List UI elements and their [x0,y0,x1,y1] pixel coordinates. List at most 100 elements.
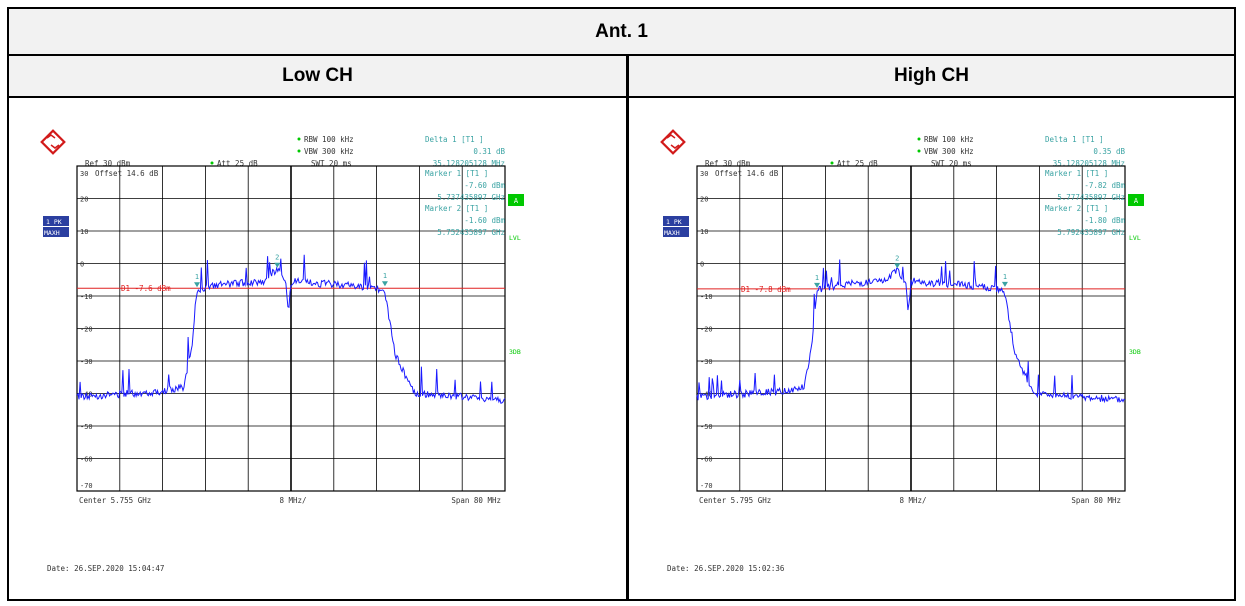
y-tick-label: -20 [700,326,713,334]
trace-badge-maxh-label: MAXH [664,229,680,237]
y-tick-label: 0 [700,261,704,269]
vbw-dot-icon [297,149,301,153]
marker-triangle [274,262,281,268]
rbw-readout: RBW 100 kHz [924,135,974,144]
span-readout: Span 80 MHz [451,496,501,505]
y-tick-label: 20 [80,196,88,204]
display-line-label: D1 -7.8 dBm [741,285,791,294]
y-tick-label: -70 [700,482,713,490]
marker-label: 1 [383,272,387,280]
rbw-dot-icon [917,137,921,141]
per-division-readout: 8 MHz/ [279,496,306,505]
side-a-box [1128,194,1144,206]
table-title: Ant. 1 [9,9,1234,56]
side-3db-label: 3DB [1129,348,1141,356]
spectrum-plot-low-ch: RBW 100 kHz VBW 300 kHz Ref 30 dBm Att 25 d… [39,98,609,601]
marker1-value: -7.82 dBm [1084,181,1125,190]
sweep-time-readout: SWT 20 ms [311,159,352,168]
date-stamp: Date: 26.SEP.2020 15:04:47 [47,564,164,573]
ref-level-readout: Ref 30 dBm [85,159,131,168]
delta-value: 0.31 dB [473,147,505,156]
att-dot-icon [210,161,214,165]
spectrum-trace [76,254,506,404]
marker1-value: -7.60 dBm [464,181,505,190]
rbw-dot-icon [297,137,301,141]
y-tick-label: -60 [700,456,713,464]
y-tick-label: 10 [700,228,708,236]
spectrum-trace [696,259,1126,404]
y-tick-label: 30 [700,170,708,178]
date-stamp: Date: 26.SEP.2020 15:02:36 [667,564,785,573]
y-tick-label: 30 [80,170,88,178]
y-tick-label: 0 [80,261,84,269]
delta-label: Delta 1 [T1 ] [425,135,484,144]
vbw-dot-icon [917,149,921,153]
side-lvl-label: LVL [509,234,521,242]
marker1-label: Marker 1 [T1 ] [425,169,488,178]
y-tick-label: -10 [700,293,713,301]
marker2-frequency: 5.792435897 GHz [1057,228,1125,237]
center-frequency-readout: Center 5.795 GHz [699,496,771,505]
marker-triangle [1001,281,1008,287]
trace-badge-pk [43,216,69,226]
column-header-high-ch: High CH [629,56,1234,96]
marker-triangle [894,263,901,269]
rohde-schwarz-logo-icon [660,129,686,155]
marker-label: 1 [815,274,819,282]
offset-readout: Offset 14.6 dB [95,169,159,178]
y-tick-label: -70 [80,482,93,490]
y-tick-label: 10 [80,228,88,236]
marker-triangle [814,282,821,288]
y-tick-label: -30 [700,358,713,366]
marker-label: 2 [895,254,899,262]
delta-frequency: 35.128205128 MHz [433,159,505,168]
attenuation-readout: Att 25 dB [217,159,258,168]
rohde-schwarz-logo-icon [40,129,66,155]
side-lvl-label: LVL [1129,234,1141,242]
delta-label: Delta 1 [T1 ] [1045,135,1104,144]
trace-badge-maxh [663,227,689,237]
sweep-time-readout: SWT 20 ms [931,159,972,168]
marker2-label: Marker 2 [T1 ] [1045,204,1108,213]
rbw-readout: RBW 100 kHz [304,135,354,144]
ref-level-readout: Ref 30 dBm [705,159,751,168]
y-tick-label: -20 [80,326,93,334]
offset-readout: Offset 14.6 dB [715,169,779,178]
delta-frequency: 35.128205128 MHz [1053,159,1125,168]
trace-badge-pk-label: 1 PK [46,218,62,226]
y-tick-label: -50 [700,423,713,431]
span-readout: Span 80 MHz [1071,496,1121,505]
trace-badge-pk-label: 1 PK [666,218,682,226]
vbw-readout: VBW 300 kHz [304,147,354,156]
att-dot-icon [830,161,834,165]
center-frequency-readout: Center 5.755 GHz [79,496,151,505]
delta-value: 0.35 dB [1093,147,1125,156]
side-a-label: A [1134,197,1139,205]
marker1-frequency: 5.777435897 GHz [1057,193,1125,202]
y-tick-label: -10 [80,293,93,301]
marker-label: 2 [275,254,279,262]
marker-triangle [194,282,201,288]
marker1-frequency: 5.737435897 GHz [437,193,505,202]
spectrum-plot-high-ch: RBW 100 kHz VBW 300 kHz Ref 30 dBm Att 25 d… [659,98,1229,601]
y-tick-label: 20 [700,196,708,204]
trace-badge-pk [663,216,689,226]
marker1-label: Marker 1 [T1 ] [1045,169,1108,178]
per-division-readout: 8 MHz/ [899,496,926,505]
y-tick-label: -60 [80,456,93,464]
marker2-label: Marker 2 [T1 ] [425,204,488,213]
trace-badge-maxh-label: MAXH [44,229,60,237]
side-a-box [508,194,524,206]
marker2-value: -1.80 dBm [1084,216,1125,225]
attenuation-readout: Att 25 dB [837,159,878,168]
y-tick-label: -50 [80,423,93,431]
marker-triangle [381,281,388,287]
column-header-low-ch: Low CH [9,56,626,96]
trace-badge-maxh [43,227,69,237]
vbw-readout: VBW 300 kHz [924,147,974,156]
marker-label: 1 [195,273,199,281]
column-divider [626,56,629,599]
side-3db-label: 3DB [509,348,521,356]
marker2-frequency: 5.752435897 GHz [437,228,505,237]
display-line-label: D1 -7.6 dBm [121,284,171,293]
